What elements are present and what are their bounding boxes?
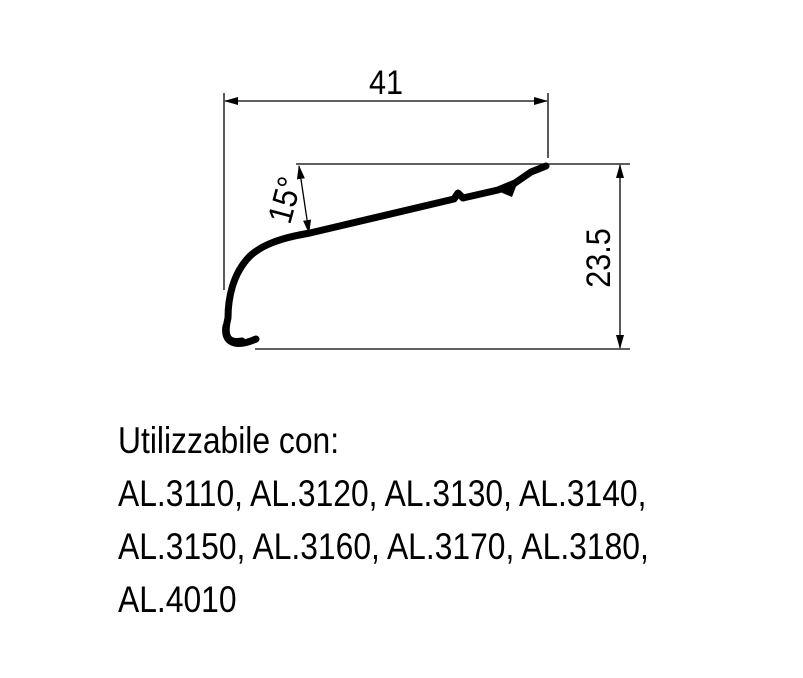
height-dimension-label: 23.5 xyxy=(580,228,618,288)
angle-dimension-arc xyxy=(296,165,312,234)
extension-lines xyxy=(223,93,630,350)
width-dimension-label: 41 xyxy=(369,64,403,102)
angle-dimension-label: 15° xyxy=(261,173,310,227)
profile-shape xyxy=(222,162,550,347)
caption-heading: Utilizzabile con: xyxy=(118,420,340,461)
caption-line: AL.3150, AL.3160, AL.3170, AL.3180, xyxy=(118,526,649,567)
caption-line: AL.3110, AL.3120, AL.3130, AL.3140, xyxy=(118,473,647,514)
compatibility-caption: Utilizzabile con: AL.3110, AL.3120, AL.3… xyxy=(118,414,649,626)
caption-line: AL.4010 xyxy=(118,579,237,620)
